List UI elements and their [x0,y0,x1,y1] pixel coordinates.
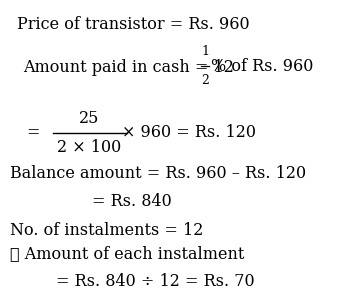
Text: Amount paid in cash = 12: Amount paid in cash = 12 [23,59,234,76]
Text: No. of instalments = 12: No. of instalments = 12 [11,222,204,239]
Text: × 960 = Rs. 120: × 960 = Rs. 120 [122,124,256,141]
Text: = Rs. 840: = Rs. 840 [92,193,172,210]
Text: Balance amount = Rs. 960 – Rs. 120: Balance amount = Rs. 960 – Rs. 120 [11,165,307,181]
Text: 25: 25 [79,110,99,127]
Text: Price of transistor = Rs. 960: Price of transistor = Rs. 960 [17,16,249,33]
Text: 2: 2 [201,74,209,87]
Text: ∴ Amount of each instalment: ∴ Amount of each instalment [11,245,245,262]
Text: 2 × 100: 2 × 100 [57,139,121,156]
Text: = Rs. 840 ÷ 12 = Rs. 70: = Rs. 840 ÷ 12 = Rs. 70 [56,273,255,290]
Text: =: = [26,124,40,141]
Text: % of Rs. 960: % of Rs. 960 [211,58,314,75]
Text: 1: 1 [201,45,209,58]
